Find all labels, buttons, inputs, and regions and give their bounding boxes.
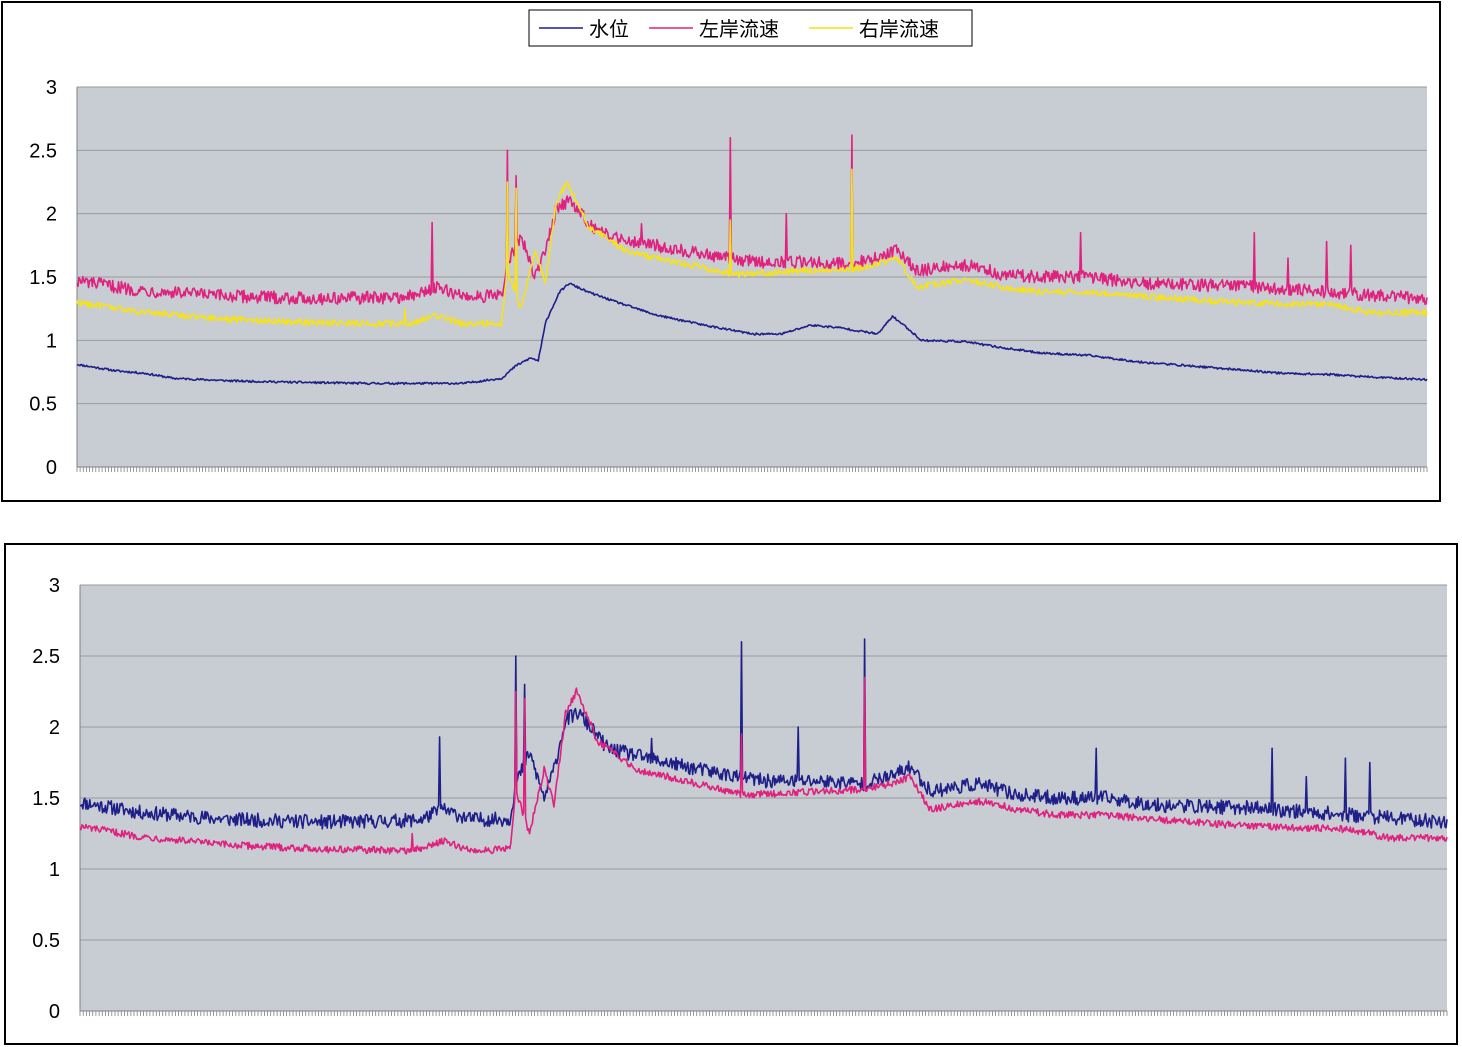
y-tick-label: 2.5 bbox=[32, 646, 60, 668]
y-tick-label: 0.5 bbox=[32, 930, 60, 952]
x-axis-ticks bbox=[76, 467, 1428, 472]
series-line-1 bbox=[76, 282, 1428, 386]
series-line-1 bbox=[79, 638, 1448, 830]
y-tick-label: 2.5 bbox=[29, 140, 57, 162]
y-tick-label: 0.5 bbox=[29, 394, 57, 416]
y-tick-label: 2 bbox=[46, 204, 57, 226]
legend-label-1: 水位 bbox=[589, 17, 629, 41]
y-tick-label: 1 bbox=[49, 859, 60, 881]
chart-top-svg: 0 0.5 1 1.5 2 2.5 3 水位 左岸流速 右岸流速 bbox=[29, 9, 1428, 479]
y-tick-label: 1.5 bbox=[29, 267, 57, 289]
chart-top: 0 0.5 1 1.5 2 2.5 3 水位 左岸流速 右岸流速 bbox=[1, 1, 1441, 502]
series-line-2 bbox=[76, 134, 1428, 306]
legend: 水位 左岸流速 右岸流速 bbox=[528, 9, 973, 47]
y-tick-label: 2 bbox=[49, 717, 60, 739]
series-line-3 bbox=[76, 168, 1428, 328]
y-tick-label: 1 bbox=[46, 330, 57, 352]
x-axis-ticks bbox=[79, 1011, 1448, 1016]
legend-label-3: 右岸流速 bbox=[859, 17, 939, 41]
y-tick-label: 1.5 bbox=[32, 788, 60, 810]
legend-label-2: 左岸流速 bbox=[699, 17, 779, 41]
y-tick-label: 3 bbox=[49, 575, 60, 597]
chart-bottom-svg: 0 0.5 1 1.5 2 2.5 3 bbox=[32, 575, 1448, 1023]
chart-bottom: 0 0.5 1 1.5 2 2.5 3 bbox=[4, 543, 1458, 1045]
y-tick-label: 0 bbox=[46, 457, 57, 479]
y-tick-label: 3 bbox=[46, 77, 57, 99]
series-line-2 bbox=[79, 676, 1448, 855]
y-tick-label: 0 bbox=[49, 1001, 60, 1023]
